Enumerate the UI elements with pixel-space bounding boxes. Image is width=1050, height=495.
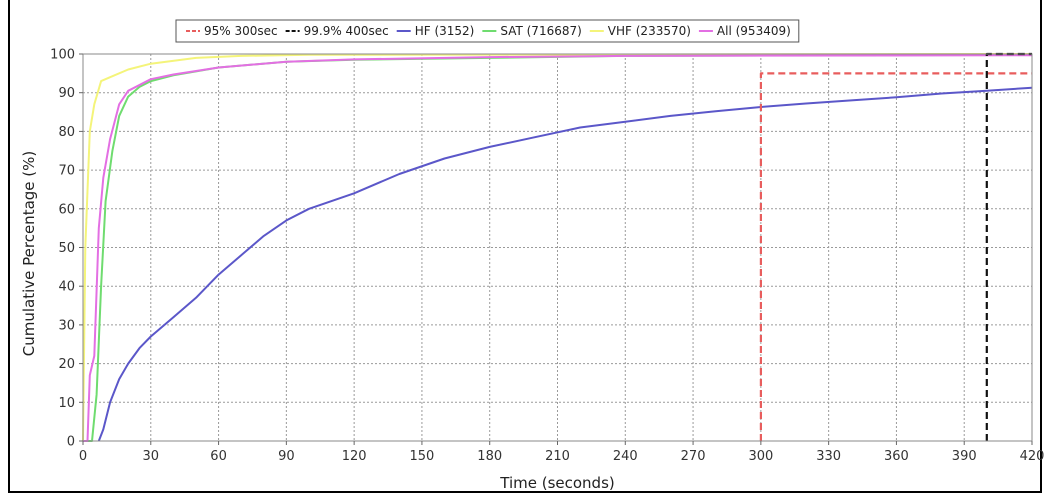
cumulative-percentage-chart: 0 30 60 90 120 150 180 210 240 270 300 330 360 390 420… bbox=[20, 19, 1044, 492]
x-tick-label: 0 bbox=[79, 449, 87, 464]
axis-ticks: 0 30 60 90 120 150 180 210 240 270 300 330 360 390 420… bbox=[50, 48, 1044, 465]
x-tick-label: 210 bbox=[545, 449, 570, 464]
y-tick-label: 70 bbox=[58, 164, 75, 179]
legend-item-2: HF (3152) bbox=[396, 24, 475, 38]
x-axis-label: Time (seconds) bbox=[499, 474, 615, 492]
x-tick-label: 180 bbox=[477, 449, 502, 464]
legend-label: SAT (716687) bbox=[500, 24, 581, 38]
y-axis-label: Cumulative Percentage (%) bbox=[20, 151, 38, 357]
legend-item-4: VHF (233570) bbox=[589, 24, 691, 38]
y-tick-label: 100 bbox=[50, 48, 75, 63]
legend-label: 99.9% 400sec bbox=[304, 24, 389, 38]
legend-items: 95% 300sec 99.9% 400sec HF (3152) SAT (7166… bbox=[186, 24, 791, 38]
legend-item-5: All (953409) bbox=[698, 24, 791, 38]
y-tick-label: 80 bbox=[58, 125, 75, 140]
x-tick-label: 330 bbox=[816, 449, 841, 464]
grid-lines bbox=[83, 53, 1032, 441]
legend-item-3: SAT (716687) bbox=[482, 24, 582, 38]
chart-frame: 0 30 60 90 120 150 180 210 240 270 300 330 360 390 420… bbox=[8, 0, 1044, 493]
y-tick-label: 90 bbox=[58, 86, 75, 101]
y-tick-label: 20 bbox=[58, 357, 75, 372]
x-tick-label: 60 bbox=[210, 449, 227, 464]
y-tick-label: 0 bbox=[67, 435, 75, 450]
legend-item-0: 95% 300sec bbox=[186, 24, 278, 38]
x-tick-label: 150 bbox=[410, 449, 435, 464]
legend-label: All (953409) bbox=[717, 24, 791, 38]
x-tick-label: 360 bbox=[884, 449, 909, 464]
y-tick-label: 50 bbox=[58, 241, 75, 256]
y-tick-label: 30 bbox=[58, 318, 75, 333]
legend-item-1: 99.9% 400sec bbox=[285, 24, 389, 38]
legend-label: 95% 300sec bbox=[204, 24, 278, 38]
y-tick-label: 40 bbox=[58, 280, 75, 295]
y-tick-label: 60 bbox=[58, 202, 75, 217]
series-line-4 bbox=[82, 53, 1033, 442]
legend-label: HF (3152) bbox=[415, 24, 475, 38]
x-tick-label: 90 bbox=[278, 449, 295, 464]
x-tick-label: 420 bbox=[1020, 449, 1044, 464]
x-tick-label: 120 bbox=[342, 449, 367, 464]
x-tick-label: 240 bbox=[613, 449, 638, 464]
series-line-0 bbox=[759, 72, 1032, 441]
x-tick-label: 270 bbox=[681, 449, 706, 464]
series-line-5 bbox=[83, 54, 1033, 442]
legend: 95% 300sec 99.9% 400sec HF (3152) SAT (7166… bbox=[175, 19, 800, 43]
series-line-2 bbox=[97, 86, 1033, 442]
x-tick-label: 390 bbox=[952, 449, 977, 464]
legend-label: VHF (233570) bbox=[608, 24, 691, 38]
x-tick-label: 30 bbox=[143, 449, 160, 464]
y-tick-label: 10 bbox=[58, 396, 75, 411]
x-tick-label: 300 bbox=[748, 449, 773, 464]
